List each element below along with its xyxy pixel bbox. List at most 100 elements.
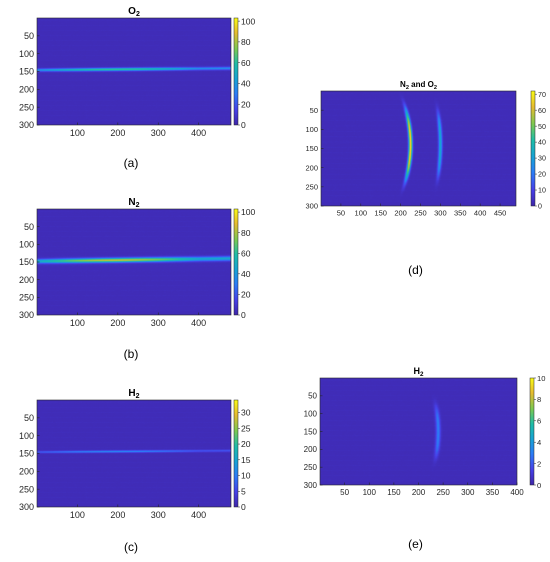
heatmap-image bbox=[37, 209, 231, 315]
colorbar-tick-label: 5 bbox=[241, 486, 246, 496]
x-tick-label: 250 bbox=[436, 488, 450, 497]
colorbar-tick-label: 100 bbox=[241, 16, 256, 26]
x-tick-label: 300 bbox=[461, 488, 475, 497]
colorbar-tick-label: 100 bbox=[241, 207, 256, 217]
x-tick-label: 300 bbox=[151, 128, 166, 138]
x-tick-label: 100 bbox=[70, 510, 85, 520]
x-tick-label: 200 bbox=[412, 488, 426, 497]
x-tick-label: 50 bbox=[337, 209, 345, 218]
panel-caption: (d) bbox=[408, 263, 423, 277]
colorbar-tick-label: 80 bbox=[241, 37, 251, 47]
y-tick-label: 300 bbox=[304, 481, 318, 490]
colorbar-tick-label: 10 bbox=[538, 187, 546, 195]
y-tick-label: 150 bbox=[19, 257, 34, 267]
colorbar-tick-label: 40 bbox=[538, 139, 546, 147]
chart-title: O2 bbox=[128, 6, 140, 18]
x-tick-label: 300 bbox=[151, 510, 166, 520]
y-tick-label: 100 bbox=[304, 409, 318, 418]
y-tick-label: 100 bbox=[19, 431, 34, 441]
x-tick-label: 400 bbox=[191, 128, 206, 138]
colorbar-frame bbox=[233, 17, 239, 126]
x-tick-label: 400 bbox=[191, 510, 206, 520]
chart-title: H2 bbox=[413, 366, 424, 378]
y-tick-label: 200 bbox=[305, 163, 318, 172]
x-tick-label: 100 bbox=[363, 488, 377, 497]
colorbar-tick-label: 20 bbox=[538, 171, 546, 179]
y-tick-label: 50 bbox=[24, 31, 34, 41]
y-tick-label: 50 bbox=[308, 392, 317, 401]
colorbar-tick-label: 0 bbox=[241, 120, 246, 130]
chart-title: H2 bbox=[128, 388, 139, 400]
y-tick-label: 300 bbox=[19, 120, 34, 130]
x-tick-label: 200 bbox=[110, 318, 125, 328]
colorbar-frame bbox=[233, 399, 239, 508]
y-tick-label: 50 bbox=[24, 222, 34, 232]
y-tick-label: 200 bbox=[19, 84, 34, 94]
colorbar-tick-label: 60 bbox=[538, 107, 546, 115]
colorbar bbox=[531, 91, 535, 206]
colorbar bbox=[234, 18, 238, 125]
y-tick-label: 250 bbox=[305, 182, 318, 191]
colorbar-tick-label: 25 bbox=[241, 423, 251, 433]
panel-b: N2 100 200 300 400 50 100 150 200 250 300 0 20 40 60 80… bbox=[19, 197, 256, 361]
y-tick-label: 250 bbox=[19, 292, 34, 302]
y-tick-label: 200 bbox=[19, 275, 34, 285]
colorbar-tick-label: 0 bbox=[241, 310, 246, 320]
x-tick-label: 50 bbox=[340, 488, 349, 497]
x-tick-label: 400 bbox=[191, 318, 206, 328]
colorbar-tick-label: 70 bbox=[538, 91, 546, 99]
panel-caption: (a) bbox=[124, 156, 139, 170]
x-tick-label: 150 bbox=[374, 209, 387, 218]
y-tick-label: 200 bbox=[304, 445, 318, 454]
panel-c: H2 100 200 300 400 50 100 150 200 250 300 0 5 10 15 20 2… bbox=[19, 388, 251, 554]
y-tick-label: 150 bbox=[19, 449, 34, 459]
colorbar bbox=[234, 209, 238, 315]
heatmap-image bbox=[320, 378, 517, 485]
colorbar-tick-label: 40 bbox=[241, 269, 251, 279]
colorbar-tick-label: 15 bbox=[241, 455, 251, 465]
panel-a: O2 100 200 300 400 50 100 150 200 250 300 0 20 40 60 80… bbox=[19, 6, 256, 170]
y-tick-label: 100 bbox=[19, 49, 34, 59]
x-tick-label: 300 bbox=[151, 318, 166, 328]
y-tick-label: 150 bbox=[304, 427, 318, 436]
panel-caption: (b) bbox=[124, 347, 139, 361]
y-tick-label: 300 bbox=[19, 502, 34, 512]
colorbar-tick-label: 20 bbox=[241, 290, 251, 300]
colorbar-tick-label: 0 bbox=[537, 481, 541, 490]
x-tick-label: 100 bbox=[70, 318, 85, 328]
x-tick-label: 250 bbox=[414, 209, 427, 218]
x-tick-label: 450 bbox=[494, 209, 507, 218]
x-tick-label: 200 bbox=[394, 209, 407, 218]
colorbar-tick-label: 80 bbox=[241, 228, 251, 238]
colorbar-tick-label: 10 bbox=[241, 471, 251, 481]
y-tick-label: 300 bbox=[19, 310, 34, 320]
panel-caption: (c) bbox=[124, 540, 138, 554]
x-tick-label: 150 bbox=[387, 488, 401, 497]
colorbar-tick-label: 30 bbox=[538, 155, 546, 163]
y-tick-label: 100 bbox=[19, 239, 34, 249]
colorbar-tick-label: 2 bbox=[537, 459, 541, 468]
x-tick-label: 350 bbox=[454, 209, 467, 218]
heatmap-image bbox=[37, 18, 231, 125]
y-tick-label: 300 bbox=[305, 202, 318, 211]
colorbar-tick-label: 50 bbox=[538, 123, 546, 131]
colorbar-tick-label: 60 bbox=[241, 58, 251, 68]
colorbar-frame bbox=[529, 377, 535, 486]
colorbar-tick-label: 40 bbox=[241, 79, 251, 89]
y-tick-label: 100 bbox=[305, 125, 318, 134]
y-tick-label: 250 bbox=[304, 463, 318, 472]
x-tick-label: 400 bbox=[510, 488, 524, 497]
y-tick-label: 50 bbox=[310, 106, 318, 115]
x-tick-label: 200 bbox=[110, 510, 125, 520]
colorbar-tick-label: 4 bbox=[537, 438, 541, 447]
colorbar-tick-label: 10 bbox=[537, 374, 545, 383]
colorbar bbox=[234, 400, 238, 507]
y-tick-label: 250 bbox=[19, 484, 34, 494]
x-tick-label: 100 bbox=[70, 128, 85, 138]
y-tick-label: 50 bbox=[24, 413, 34, 423]
x-tick-label: 400 bbox=[474, 209, 487, 218]
colorbar-tick-label: 6 bbox=[537, 417, 541, 426]
colorbar-tick-label: 20 bbox=[241, 99, 251, 109]
